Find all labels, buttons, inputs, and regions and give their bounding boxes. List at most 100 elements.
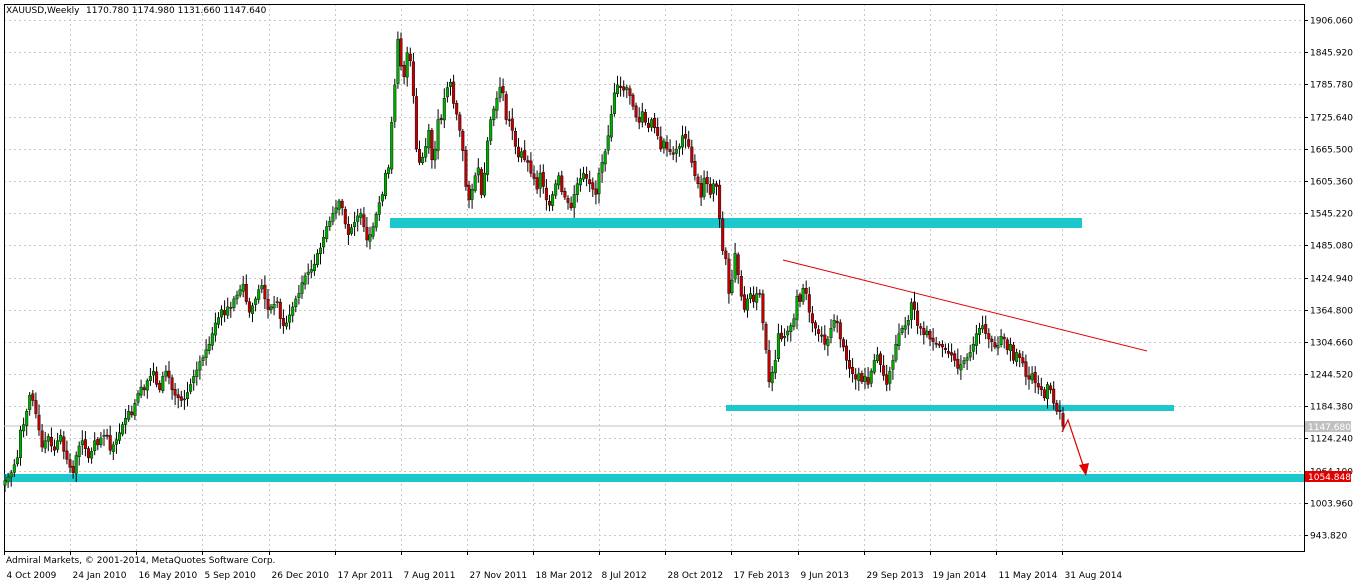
candle-bullish <box>1045 381 1049 409</box>
candle-bearish <box>690 139 694 168</box>
candle-bearish <box>854 368 858 390</box>
candle-bearish <box>34 392 38 419</box>
current-price-tag: 1147.680 <box>1305 421 1351 433</box>
candle-bearish <box>31 390 35 407</box>
candle-bullish <box>829 319 833 344</box>
x-tick-label: 7 Aug 2011 <box>404 571 456 581</box>
candle-bearish <box>671 146 675 161</box>
candle-bullish <box>151 362 155 383</box>
candle-bullish <box>145 378 149 399</box>
candle-bearish <box>513 127 517 155</box>
candle-bullish <box>433 140 437 169</box>
candle-bullish <box>12 459 16 477</box>
candle-bearish <box>566 195 570 210</box>
candle-bearish <box>179 390 183 407</box>
candle-bullish <box>254 296 258 312</box>
candle-bearish <box>49 427 53 453</box>
candle-bullish <box>121 421 125 437</box>
candle-bullish <box>677 143 681 157</box>
y-tick-label: 1244.520 <box>1310 371 1353 381</box>
candle-bearish <box>40 424 44 452</box>
candle-bullish <box>894 334 898 363</box>
candle-bullish <box>368 226 372 250</box>
candle-bullish <box>124 408 128 434</box>
candle-bearish <box>86 446 90 463</box>
candle-bullish <box>483 162 487 198</box>
candle-bearish <box>727 252 731 304</box>
candle-bearish <box>913 291 917 320</box>
candle-bullish <box>897 323 901 351</box>
candle-bullish <box>749 287 753 304</box>
candle-bearish <box>885 364 889 392</box>
candle-bearish <box>866 367 870 389</box>
candle-bullish <box>449 78 453 96</box>
candle-bullish <box>551 191 555 211</box>
candle-bearish <box>455 100 459 121</box>
candle-bearish <box>940 340 944 358</box>
candle-bullish <box>241 275 245 298</box>
candle-bullish <box>393 78 397 128</box>
candle-bullish <box>377 195 381 221</box>
candle-bearish <box>758 289 762 298</box>
candle-bearish <box>399 32 403 71</box>
y-tick-label: 1124.240 <box>1310 435 1353 445</box>
symbol-label: XAUUSD,Weekly <box>6 6 80 16</box>
candle-bearish <box>693 154 697 181</box>
candle-bullish <box>746 294 750 318</box>
candle-bullish <box>189 378 193 395</box>
candle-bullish <box>396 31 400 89</box>
candle-bullish <box>127 404 131 422</box>
x-tick-label: 4 Oct 2009 <box>7 571 57 581</box>
x-tick-label: 24 Jan 2010 <box>73 571 127 581</box>
y-tick-label: 1485.080 <box>1310 242 1353 252</box>
candle-bearish <box>919 323 923 336</box>
candle-bullish <box>971 336 975 360</box>
y-tick-label: 1003.960 <box>1310 500 1353 510</box>
candle-bullish <box>770 366 774 392</box>
candle-bullish <box>269 304 273 314</box>
candle-bearish <box>365 217 369 248</box>
y-tick-label: 1424.940 <box>1310 275 1353 285</box>
candle-bullish <box>3 474 7 492</box>
candle-bullish <box>981 315 985 333</box>
candle-bearish <box>628 85 632 105</box>
candle-bullish <box>795 289 799 330</box>
x-tick-label: 31 Aug 2014 <box>1065 571 1123 581</box>
candle-bullish <box>250 302 254 323</box>
candle-bullish <box>863 367 867 390</box>
candle-bearish <box>53 439 57 456</box>
candle-bearish <box>953 350 957 367</box>
candle-bearish <box>594 180 598 205</box>
candle-bearish <box>807 286 811 323</box>
candle-bearish <box>247 297 251 318</box>
candle-bullish <box>445 81 449 103</box>
y-tick-label: 1785.780 <box>1310 81 1353 91</box>
candle-bullish <box>390 116 394 174</box>
candle-bullish <box>681 125 685 155</box>
candle-bullish <box>56 432 60 453</box>
y-tick-label: 943.820 <box>1310 532 1347 542</box>
candle-bullish <box>1030 366 1034 384</box>
candle-bearish <box>173 382 177 406</box>
candles <box>3 31 1065 492</box>
candle-bullish <box>702 170 706 200</box>
candle-bullish <box>117 423 121 444</box>
candle-bullish <box>650 117 654 132</box>
candle-bearish <box>1058 400 1062 420</box>
candle-bearish <box>634 102 638 122</box>
candle-bearish <box>1052 381 1056 410</box>
candle-bearish <box>990 335 994 352</box>
candle-bullish <box>275 297 279 308</box>
candle-bullish <box>15 450 19 467</box>
candle-bullish <box>421 152 425 165</box>
candle-bullish <box>674 140 678 163</box>
candle-bullish <box>297 285 301 305</box>
candle-bullish <box>789 322 793 342</box>
candle-bullish <box>489 116 493 145</box>
candle-bullish <box>204 339 208 366</box>
candle-bearish <box>879 351 883 373</box>
candle-bullish <box>226 297 230 319</box>
candle-bullish <box>312 254 316 276</box>
